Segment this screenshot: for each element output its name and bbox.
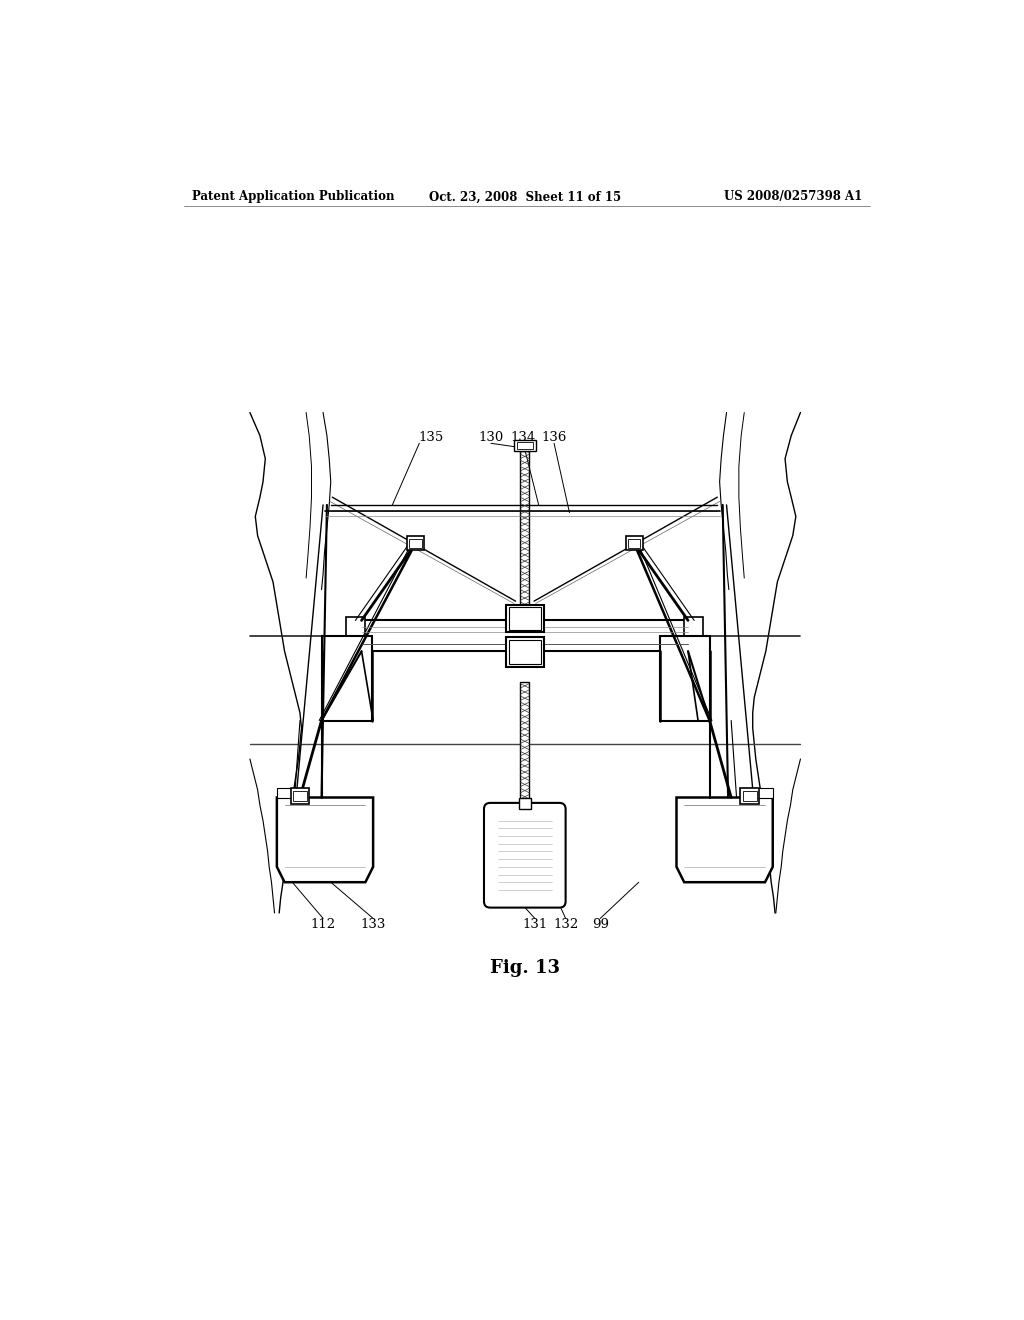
Text: 131: 131 [522,917,548,931]
Bar [506,638,544,667]
Text: Oct. 23, 2008  Sheet 11 of 15: Oct. 23, 2008 Sheet 11 of 15 [429,190,621,203]
Bar [509,607,541,630]
Bar [276,788,292,797]
Text: 134: 134 [511,430,536,444]
Bar [407,536,424,550]
Text: 135: 135 [418,430,443,444]
Text: Patent Application Publication: Patent Application Publication [193,190,394,203]
Bar [520,451,529,612]
Bar [322,636,372,721]
Bar [361,620,688,651]
Bar [684,616,703,655]
Text: 136: 136 [542,430,566,444]
Text: 130: 130 [478,430,504,444]
Bar [509,640,541,664]
Bar [293,791,307,801]
Bar [291,788,309,804]
Text: 132: 132 [553,917,579,931]
Bar [742,791,757,801]
Text: US 2008/0257398 A1: US 2008/0257398 A1 [724,190,862,203]
FancyBboxPatch shape [484,803,565,908]
Polygon shape [276,797,373,882]
Bar [626,536,643,550]
Text: Fig. 13: Fig. 13 [489,960,560,977]
Bar [740,788,759,804]
Bar [758,788,773,797]
Bar [506,605,544,632]
Text: 112: 112 [310,917,336,931]
Bar [628,539,640,548]
Bar [659,636,710,721]
Bar [514,441,536,451]
Bar [346,616,366,655]
Bar [517,442,532,449]
Bar [410,539,422,548]
Bar [520,682,529,805]
Polygon shape [677,797,773,882]
Text: 99: 99 [592,917,608,931]
Text: 133: 133 [360,917,386,931]
Bar [518,797,531,809]
